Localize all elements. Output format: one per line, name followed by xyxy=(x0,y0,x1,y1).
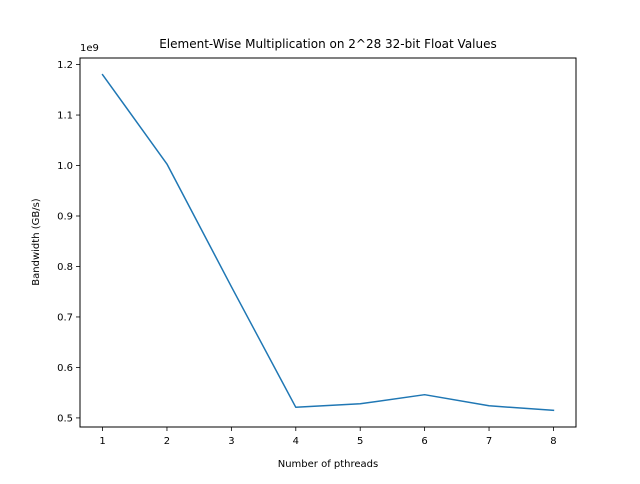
x-axis: 1 2 3 4 5 6 7 8 xyxy=(99,427,557,447)
y-axis: 0.5 0.6 0.7 0.8 0.9 1.0 1.1 1.2 xyxy=(57,60,80,424)
x-axis-label: Number of pthreads xyxy=(278,459,379,470)
plot-frame xyxy=(79,57,577,428)
y-tick-label: 1.0 xyxy=(57,161,73,172)
y-tick-label: 0.6 xyxy=(57,363,73,374)
plot-area xyxy=(80,58,576,427)
x-tick-label: 7 xyxy=(486,436,492,447)
x-tick-label: 2 xyxy=(164,436,170,447)
y-tick-label: 1.2 xyxy=(57,60,73,71)
y-axis-label: Bandwidth (GB/s) xyxy=(31,198,42,286)
chart-title: Element-Wise Multiplication on 2^28 32-b… xyxy=(159,37,497,51)
y-tick-label: 1.1 xyxy=(57,111,73,122)
x-tick-label: 4 xyxy=(293,436,299,447)
series-line xyxy=(101,73,555,412)
x-tick-label: 3 xyxy=(228,436,234,447)
x-tick-label: 5 xyxy=(357,436,363,447)
y-tick-label: 0.5 xyxy=(57,413,73,424)
x-tick-label: 1 xyxy=(99,436,105,447)
y-axis-offset-text: 1e9 xyxy=(80,43,99,54)
x-tick-label: 6 xyxy=(421,436,427,447)
y-tick-label: 0.8 xyxy=(57,262,73,273)
series-layer xyxy=(101,73,555,412)
x-tick-label: 8 xyxy=(550,436,556,447)
y-tick-label: 0.9 xyxy=(57,211,73,222)
y-tick-label: 0.7 xyxy=(57,312,73,323)
